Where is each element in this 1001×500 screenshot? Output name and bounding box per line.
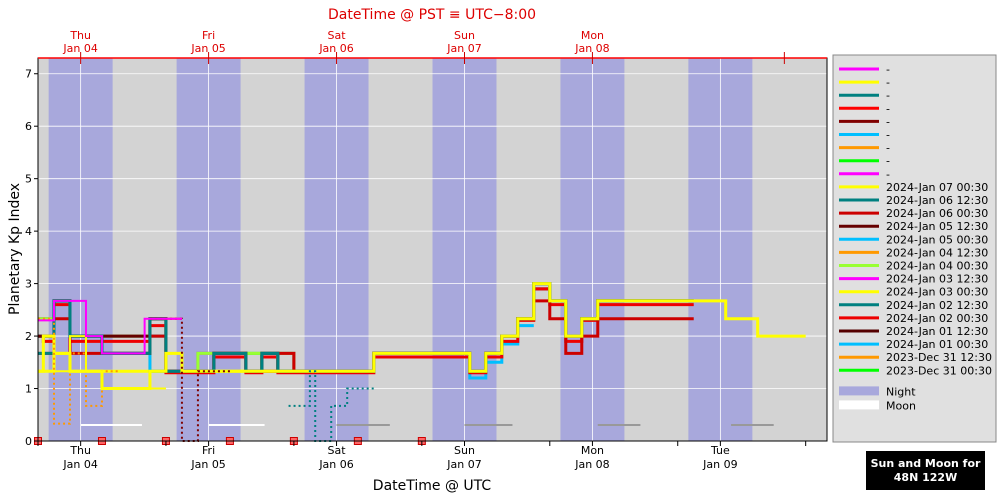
y-tick-label-5: 5 [25, 173, 32, 186]
legend-label-10: 2024-Jan 06 12:30 [886, 194, 988, 207]
series-line-6 [38, 317, 118, 425]
sun-moon-location-box: Sun and Moon for 48N 122W [866, 451, 985, 490]
x-tick-day-5: Tue [710, 444, 730, 457]
top-tick-date-0: Jan 04 [62, 42, 97, 55]
x-tick-date-0: Jan 04 [62, 458, 97, 471]
legend-label-4: - [886, 115, 890, 128]
sun-moon-box-line2: 48N 122W [893, 470, 958, 484]
top-tick-day-4: Mon [581, 29, 604, 42]
legend-label-9: 2024-Jan 07 00:30 [886, 181, 988, 194]
legend-label-13: 2024-Jan 05 00:30 [886, 233, 988, 246]
legend-label-8: - [886, 168, 890, 181]
top-tick-date-2: Jan 06 [318, 42, 353, 55]
legend-extra-swatch-1 [839, 400, 879, 410]
x-tick-date-5: Jan 09 [702, 458, 737, 471]
legend-label-21: 2024-Jan 01 00:30 [886, 338, 988, 351]
x-tick-date-1: Jan 05 [190, 458, 225, 471]
y-tick-label-4: 4 [25, 225, 32, 238]
x-tick-day-3: Sun [454, 444, 475, 457]
legend-label-2: - [886, 89, 890, 102]
top-tick-date-4: Jan 08 [574, 42, 609, 55]
legend-label-0: - [886, 63, 890, 76]
top-tick-date-1: Jan 05 [190, 42, 225, 55]
x-tick-day-0: Thu [69, 444, 91, 457]
x-tick-day-1: Fri [202, 444, 215, 457]
legend-label-3: - [886, 102, 890, 115]
night-bands [38, 58, 827, 441]
legend-label-6: - [886, 142, 890, 155]
y-tick-label-3: 3 [25, 278, 32, 291]
legend-label-20: 2024-Jan 01 12:30 [886, 325, 988, 338]
legend-label-23: 2023-Dec 31 00:30 [886, 364, 992, 377]
legend-label-5: - [886, 129, 890, 142]
legend-extra-label-1: Moon [886, 399, 916, 412]
x-tick-date-3: Jan 07 [446, 458, 481, 471]
legend-box [832, 54, 997, 443]
legend-extra-label-0: Night [886, 385, 916, 398]
top-tick-date-3: Jan 07 [446, 42, 481, 55]
y-tick-label-7: 7 [25, 68, 32, 81]
legend-label-12: 2024-Jan 05 12:30 [886, 220, 988, 233]
series-line-0 [38, 299, 182, 355]
x-tick-day-2: Sat [328, 444, 347, 457]
top-tick-day-2: Sat [328, 29, 347, 42]
y-tick-label-2: 2 [25, 330, 32, 343]
y-axis-label: Planetary Kp Index [7, 183, 23, 315]
top-tick-day-0: Thu [69, 29, 91, 42]
chart-title: DateTime @ PST ≡ UTC−8:00 [328, 7, 536, 23]
legend-label-17: 2024-Jan 03 00:30 [886, 286, 988, 299]
series-lines [38, 282, 806, 442]
top-tick-day-1: Fri [202, 29, 215, 42]
series-line-1 [38, 335, 166, 390]
legend-label-7: - [886, 155, 890, 168]
x-tick-date-4: Jan 08 [574, 458, 609, 471]
legend-label-22: 2023-Dec 31 12:30 [886, 351, 992, 364]
y-tick-label-0: 0 [25, 435, 32, 448]
legend-label-14: 2024-Jan 04 12:30 [886, 246, 988, 259]
y-tick-label-1: 1 [25, 383, 32, 396]
legend-extra-swatch-0 [839, 386, 879, 396]
legend-label-11: 2024-Jan 06 00:30 [886, 207, 988, 220]
legend-label-16: 2024-Jan 03 12:30 [886, 273, 988, 286]
legend-label-15: 2024-Jan 04 00:30 [886, 260, 988, 273]
x-axis-label: DateTime @ UTC [373, 478, 492, 494]
x-tick-day-4: Mon [581, 444, 604, 457]
top-tick-day-3: Sun [454, 29, 475, 42]
x-tick-date-2: Jan 06 [318, 458, 353, 471]
legend-label-18: 2024-Jan 02 12:30 [886, 299, 988, 312]
legend-label-19: 2024-Jan 02 00:30 [886, 312, 988, 325]
y-tick-label-6: 6 [25, 120, 32, 133]
sun-moon-box-line1: Sun and Moon for [870, 456, 981, 470]
legend-label-1: - [886, 76, 890, 89]
